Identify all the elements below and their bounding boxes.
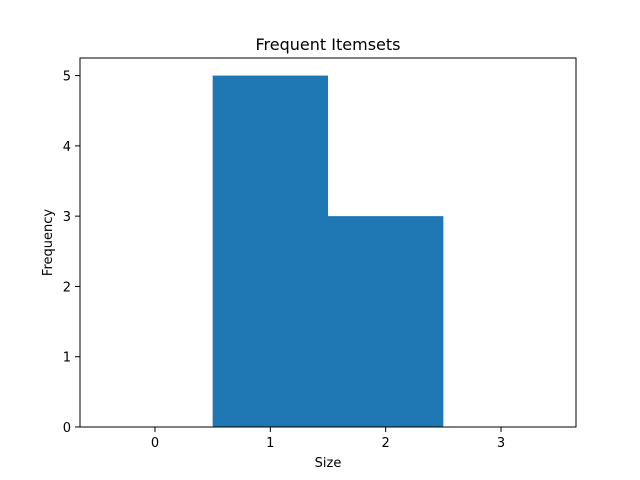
- y-axis: 0 1 2 3 4 5: [63, 70, 80, 436]
- chart-title: Frequent Itemsets: [256, 35, 401, 54]
- y-tick-label: 3: [63, 210, 71, 225]
- x-tick-label: 2: [382, 436, 390, 451]
- y-tick-label: 0: [63, 421, 71, 436]
- y-tick-label: 4: [63, 140, 71, 155]
- bar-size-2: [328, 216, 444, 427]
- x-tick-label: 1: [266, 436, 274, 451]
- y-tick-label: 1: [63, 351, 71, 366]
- y-tick-label: 2: [63, 280, 71, 295]
- x-tick-label: 0: [151, 436, 159, 451]
- plot-frame: [79, 57, 577, 428]
- x-tick-label: 3: [497, 436, 505, 451]
- bar-size-1: [212, 75, 328, 428]
- y-axis-label: Frequency: [41, 209, 56, 276]
- x-axis: 0 1 2 3: [151, 427, 505, 451]
- y-tick-label: 5: [63, 70, 71, 85]
- bars-group: [212, 75, 444, 428]
- x-axis-label: Size: [315, 456, 342, 471]
